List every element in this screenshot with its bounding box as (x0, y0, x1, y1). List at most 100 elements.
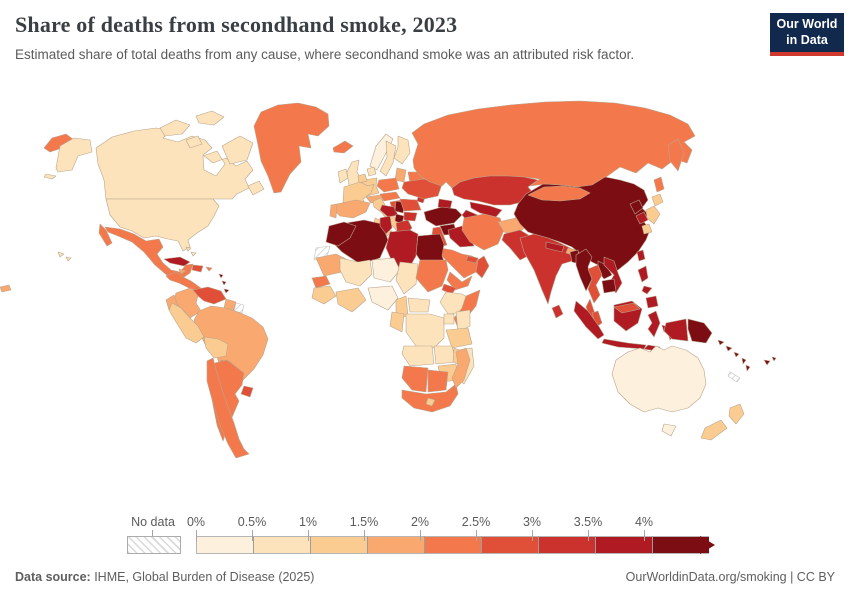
country-mongolia[interactable] (527, 185, 591, 202)
country-chad[interactable] (395, 261, 419, 295)
country-malaysia-borneo[interactable] (613, 302, 641, 314)
country-cuba[interactable] (163, 256, 191, 267)
country-suriname[interactable] (233, 302, 245, 314)
country-canada-arctic1[interactable] (159, 119, 191, 137)
country-fiji[interactable] (763, 356, 777, 366)
country-canada-newfoundland[interactable] (247, 180, 265, 196)
country-south-africa[interactable] (401, 383, 459, 413)
country-nigeria[interactable] (367, 285, 399, 311)
country-niger[interactable] (371, 257, 401, 283)
legend-bin-swatch[interactable] (424, 536, 481, 554)
country-spain[interactable] (333, 199, 371, 219)
country-lesotho[interactable] (425, 397, 436, 407)
country-new-caledonia[interactable] (727, 371, 741, 383)
country-peru[interactable] (168, 302, 205, 344)
country-indonesia-sulawesi[interactable] (647, 310, 661, 338)
country-cambodia[interactable] (601, 278, 617, 294)
country-philippines-luzon[interactable] (637, 265, 649, 283)
country-nepal[interactable] (545, 241, 565, 253)
country-benelux[interactable] (357, 173, 368, 184)
country-trinidad[interactable] (223, 288, 230, 294)
country-solomon-islands[interactable] (717, 339, 740, 358)
country-angola[interactable] (401, 345, 435, 367)
legend-bin-swatch[interactable] (652, 536, 709, 554)
country-kenya[interactable] (455, 309, 471, 333)
legend-bin-swatch[interactable] (538, 536, 595, 554)
country-sweden[interactable] (379, 140, 397, 177)
country-yemen[interactable] (446, 271, 473, 291)
country-czech-slovakia[interactable] (379, 191, 401, 202)
country-madagascar[interactable] (451, 347, 471, 389)
country-russia-sakhalin[interactable] (653, 176, 665, 193)
country-iran[interactable] (461, 213, 505, 251)
legend-bin-swatch[interactable] (367, 536, 424, 554)
country-vanuatu[interactable] (741, 357, 751, 372)
country-philippines-mindanao[interactable] (645, 295, 659, 309)
country-bahamas[interactable] (185, 246, 197, 257)
country-indonesia-sumatra[interactable] (573, 300, 605, 340)
country-iraq[interactable] (447, 225, 475, 248)
country-papua-new-guinea[interactable] (687, 318, 713, 344)
country-sri-lanka[interactable] (551, 304, 564, 319)
country-hispaniola[interactable] (191, 264, 204, 273)
country-usa[interactable] (105, 198, 220, 252)
legend-bin-swatch[interactable] (595, 536, 652, 554)
legend-bin-swatch[interactable] (310, 536, 367, 554)
country-canada-arctic3[interactable] (185, 135, 203, 149)
country-japan-kyushu[interactable] (641, 223, 653, 235)
country-taiwan[interactable] (636, 249, 646, 262)
legend-bin-swatch[interactable] (196, 536, 253, 554)
country-australia-tasmania[interactable] (661, 423, 677, 437)
country-iceland[interactable] (332, 140, 354, 154)
country-canada-arctic2[interactable] (195, 110, 225, 126)
country-bolivia[interactable] (203, 336, 229, 359)
country-uae[interactable] (465, 255, 479, 264)
country-new-zealand-north[interactable] (728, 403, 745, 425)
country-indonesia-papua[interactable] (663, 318, 689, 342)
country-puerto-rico[interactable] (205, 266, 213, 272)
country-lesser-antilles[interactable] (218, 273, 227, 286)
footer-link[interactable]: OurWorldinData.org/smoking | CC BY (625, 570, 835, 584)
country-indonesia-java[interactable] (601, 338, 647, 350)
country-morocco[interactable] (325, 221, 357, 247)
country-senegal[interactable] (311, 275, 331, 289)
country-canada-baffin[interactable] (221, 135, 254, 165)
country-thailand[interactable] (587, 264, 603, 304)
country-tunisia[interactable] (379, 215, 393, 235)
country-oman[interactable] (475, 255, 490, 279)
country-zambia[interactable] (433, 345, 457, 365)
country-romania[interactable] (399, 198, 422, 212)
country-finland[interactable] (393, 135, 411, 165)
country-uganda[interactable] (443, 313, 455, 325)
country-greenland[interactable] (253, 102, 330, 194)
country-japan-honshu[interactable] (645, 205, 661, 225)
country-mali[interactable] (339, 257, 373, 287)
country-botswana[interactable] (427, 369, 449, 393)
country-car[interactable] (407, 297, 431, 313)
country-mexico-baja[interactable] (98, 223, 113, 247)
country-sudan[interactable] (415, 259, 449, 293)
country-new-zealand-south[interactable] (700, 419, 728, 441)
country-chile[interactable] (206, 357, 250, 459)
country-tanzania[interactable] (445, 327, 473, 349)
country-north-korea[interactable] (629, 199, 644, 215)
country-uruguay[interactable] (240, 385, 254, 398)
country-namibia[interactable] (401, 365, 429, 393)
legend-bin-swatch[interactable] (481, 536, 538, 554)
country-usa-hawaii[interactable] (57, 251, 72, 262)
country-kazakhstan[interactable] (451, 175, 539, 206)
country-russia[interactable] (411, 100, 696, 191)
country-vietnam[interactable] (603, 256, 623, 294)
country-jamaica[interactable] (178, 268, 187, 275)
country-usa-alaska[interactable] (55, 137, 93, 173)
country-portugal[interactable] (329, 203, 338, 219)
legend-no-data-swatch[interactable] (127, 536, 181, 554)
country-pacific-wrap[interactable] (0, 284, 12, 293)
country-philippines-visayas[interactable] (641, 285, 653, 295)
legend-bin-swatch[interactable] (253, 536, 310, 554)
country-congo-gabon[interactable] (389, 311, 405, 333)
country-guinea[interactable] (311, 285, 337, 305)
country-turkey[interactable] (423, 206, 463, 227)
country-ghana-ivory[interactable] (335, 287, 367, 313)
owid-logo[interactable]: Our World in Data (770, 13, 844, 56)
